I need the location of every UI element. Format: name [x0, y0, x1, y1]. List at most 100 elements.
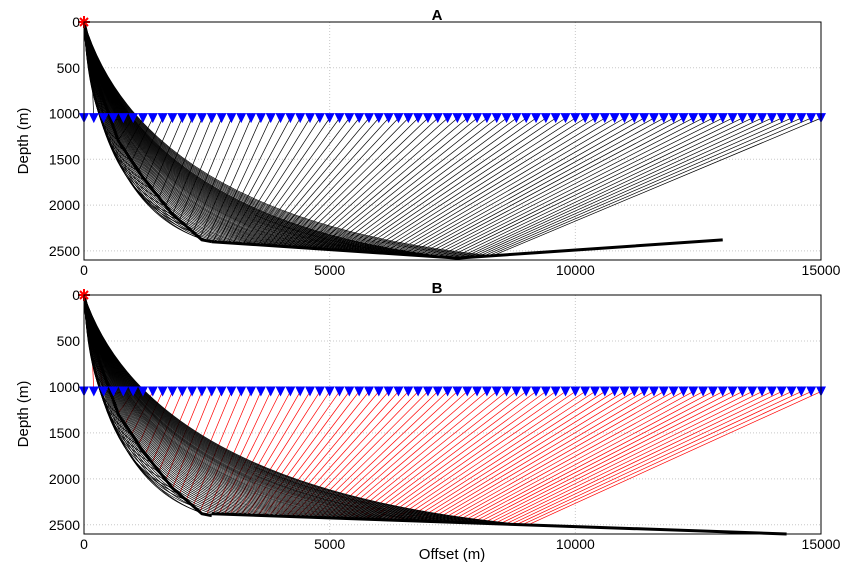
ray-up-leg [375, 391, 556, 520]
ray-up-leg [467, 117, 773, 258]
ray-up-leg [437, 391, 664, 523]
receiver-marker [658, 113, 669, 124]
receiver-marker [737, 113, 748, 124]
y-tick-label: 500 [57, 60, 81, 76]
receiver-marker [108, 386, 119, 397]
receiver-marker [196, 386, 207, 397]
receiver-marker [236, 386, 247, 397]
ray-up-leg [426, 391, 645, 522]
ray-up-leg [457, 117, 753, 259]
receiver-marker [580, 386, 591, 397]
receiver-marker [403, 113, 414, 124]
receiver-marker [747, 386, 758, 397]
receiver-marker [442, 386, 453, 397]
ray-up-leg [322, 117, 488, 250]
ray-up-leg [337, 117, 517, 251]
ray-up-leg [442, 117, 723, 258]
ray-up-leg [353, 391, 517, 520]
receiver-marker [776, 386, 787, 397]
receiver-marker [766, 386, 777, 397]
ray-up-leg [240, 391, 321, 516]
receiver-marker [668, 113, 679, 124]
ray-up-leg [522, 391, 812, 526]
receiver-marker [373, 386, 384, 397]
ray-up-leg [359, 391, 527, 520]
receiver-marker [88, 386, 99, 397]
axes-frame [84, 22, 821, 260]
receiver-marker [118, 386, 129, 397]
receiver-marker [521, 113, 532, 124]
ray-up-leg [488, 391, 753, 524]
receiver-marker [688, 113, 699, 124]
ray-up-leg [398, 391, 596, 521]
receiver-marker [285, 113, 296, 124]
receiver-marker [776, 113, 787, 124]
receiver-marker [580, 113, 591, 124]
receiver-marker [786, 113, 797, 124]
receiver-marker [393, 386, 404, 397]
receiver-marker [314, 386, 325, 397]
ray-up-leg [454, 391, 694, 523]
receiver-marker [167, 113, 178, 124]
receiver-marker [531, 113, 542, 124]
y-tick-label: 0 [72, 287, 80, 303]
axes-border [83, 21, 822, 261]
ray-up-leg [370, 391, 547, 520]
ray-up-leg [487, 117, 812, 257]
receiver-marker [491, 113, 502, 124]
receiver-marker [344, 386, 355, 397]
receiver-marker [501, 386, 512, 397]
receiver-marker [599, 113, 610, 124]
receiver-marker [334, 113, 345, 124]
receiver-marker [462, 113, 473, 124]
ray-up-leg [404, 391, 606, 521]
ray-up-leg [465, 391, 714, 524]
receiver-marker [196, 113, 207, 124]
x-tick-label: 0 [80, 536, 88, 552]
y-tick-labels: 0 500 1000 1500 2000 2500 [49, 287, 80, 533]
receiver-marker [265, 386, 276, 397]
receiver-marker [619, 113, 630, 124]
receiver-marker [629, 113, 640, 124]
ray-up-leg [449, 391, 684, 523]
receiver-marker [147, 113, 158, 124]
ray-up-leg [192, 117, 242, 233]
ray-up-leg [420, 391, 635, 522]
receiver-marker [432, 113, 443, 124]
receiver-marker [639, 113, 650, 124]
ray-up-leg [382, 117, 605, 254]
receiver-marker [432, 386, 443, 397]
receiver-marker [206, 386, 217, 397]
ray-up-leg [472, 117, 782, 258]
reflector-line [82, 294, 213, 518]
ray-up-leg [235, 391, 311, 515]
y-tick-label: 2500 [49, 517, 80, 533]
receiver-marker [236, 113, 247, 124]
receiver-marker [128, 386, 139, 397]
ray-up-leg [415, 391, 625, 522]
ray-up-leg [387, 117, 615, 254]
ray-up-leg [443, 391, 674, 523]
receiver-marker [481, 113, 492, 124]
receiver-marker [678, 113, 689, 124]
receiver-marker [383, 386, 394, 397]
receiver-marker [570, 386, 581, 397]
receiver-marker [766, 113, 777, 124]
receiver-marker [216, 113, 227, 124]
receiver-marker [698, 386, 709, 397]
ray-fan [82, 294, 822, 536]
ray-up-leg [342, 117, 527, 251]
ray-up-leg [392, 117, 625, 255]
y-axis-label: Depth (m) [15, 381, 32, 448]
ray-up-leg [482, 391, 743, 524]
receiver-marker [629, 386, 640, 397]
receiver-marker [452, 113, 463, 124]
receiver-marker [806, 113, 817, 124]
ray-up-leg [505, 391, 782, 525]
panel-b: 0 5000 10000 15000 0 500 1000 1500 2000 2500 B D… [15, 280, 841, 563]
receiver-marker [550, 113, 561, 124]
receiver-marker [796, 386, 807, 397]
receiver-marker [137, 386, 148, 397]
receiver-marker [589, 386, 600, 397]
